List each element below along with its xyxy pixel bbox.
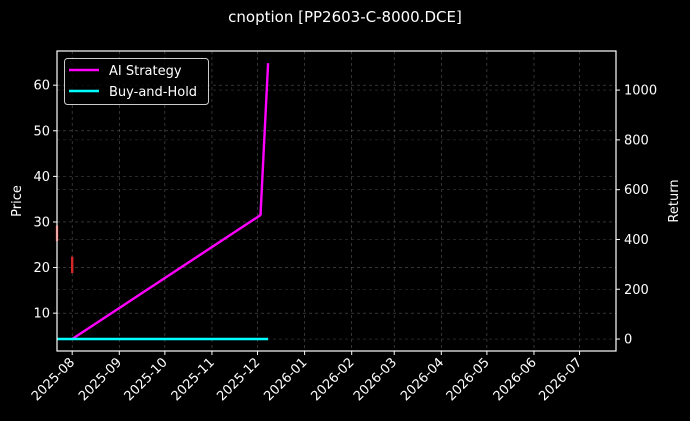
y-axis-label-left: Price <box>10 185 25 217</box>
left-tick-label: 50 <box>33 124 50 139</box>
right-tick-label: 0 <box>624 333 632 348</box>
x-tick-label: 2026-07 <box>536 355 585 404</box>
legend-label: Buy-and-Hold <box>109 85 197 100</box>
right-tick-label: 200 <box>624 283 649 298</box>
plot-frame <box>56 50 617 352</box>
right-tick-label: 400 <box>624 233 649 248</box>
x-tick-label: 2025-10 <box>122 355 171 404</box>
x-tick-label: 2026-06 <box>491 355 540 404</box>
x-tick-label: 2025-12 <box>214 355 263 404</box>
price-candle <box>70 256 74 274</box>
left-tick-label: 40 <box>33 170 50 185</box>
legend-label: AI Strategy <box>109 64 182 79</box>
x-tick-label: 2026-05 <box>444 355 493 404</box>
left-tick-label: 30 <box>33 215 50 230</box>
x-tick-label: 2026-03 <box>351 355 400 404</box>
x-tick-label: 2025-09 <box>76 355 125 404</box>
left-tick-label: 10 <box>33 307 50 322</box>
series-ai-strategy <box>71 63 270 341</box>
y-axis-label-right: Return <box>667 179 682 222</box>
left-tick-label: 20 <box>33 261 50 276</box>
x-tick-label: 2025-11 <box>169 355 218 404</box>
chart-title: cnoption [PP2603-C-8000.DCE] <box>228 8 462 26</box>
right-tick-label: 1000 <box>624 84 657 99</box>
right-tick-label: 600 <box>624 183 649 198</box>
x-tick-label: 2025-08 <box>29 355 78 404</box>
x-tick-label: 2026-04 <box>398 355 447 404</box>
x-tick-label: 2026-01 <box>261 355 310 404</box>
legend-box <box>64 58 209 105</box>
left-tick-label: 60 <box>33 79 50 94</box>
x-tick-label: 2026-02 <box>308 355 357 404</box>
right-tick-label: 800 <box>624 133 649 148</box>
